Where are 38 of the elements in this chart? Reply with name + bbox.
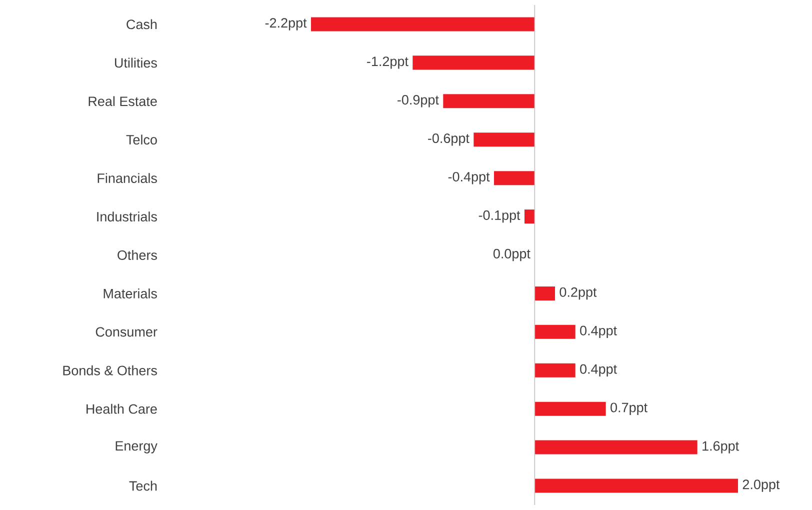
data-label: 1.6ppt xyxy=(702,441,739,454)
y-tick-label: Industrials xyxy=(97,212,157,222)
data-label: 0.0ppt xyxy=(493,248,530,262)
bar xyxy=(443,94,535,108)
y-tick-label: Telco xyxy=(126,134,157,145)
y-tick-label: Real Estate xyxy=(88,96,157,106)
y-tick-label: Tech xyxy=(129,480,157,491)
data-label: 0.4ppt xyxy=(580,364,617,376)
data-label: 0.2ppt xyxy=(560,287,597,300)
data-label: -2.2ppt xyxy=(265,18,307,30)
y-tick-label: Health Care xyxy=(86,404,157,414)
bar xyxy=(412,56,535,70)
bar xyxy=(494,171,535,186)
y-tick-label: Others xyxy=(118,250,157,260)
data-label: -0.4ppt xyxy=(448,172,490,184)
bar xyxy=(474,132,535,147)
data-label: 2.0ppt xyxy=(742,480,780,492)
y-tick-label: Materials xyxy=(104,288,157,298)
bar xyxy=(534,363,576,378)
bar xyxy=(524,210,535,224)
y-tick-label: Consumer xyxy=(96,327,158,337)
data-label: -0.9ppt xyxy=(398,95,439,108)
bar xyxy=(534,440,698,454)
data-label: 0.7ppt xyxy=(610,402,648,415)
bar xyxy=(534,402,606,416)
y-tick-label: Utilities xyxy=(115,58,157,68)
y-tick-label: Bonds & Others xyxy=(63,365,157,376)
bar xyxy=(311,17,535,32)
bar xyxy=(534,286,555,300)
y-tick-label: Cash xyxy=(126,19,157,30)
y-tick-label: Energy xyxy=(116,441,158,454)
bar xyxy=(534,324,576,339)
data-label: -0.1ppt xyxy=(478,210,520,223)
data-label: -0.6ppt xyxy=(428,133,470,146)
y-tick-label: Financials xyxy=(98,173,157,184)
data-label: -1.2ppt xyxy=(367,56,408,69)
data-label: 0.4ppt xyxy=(580,326,617,338)
bar xyxy=(534,478,738,493)
